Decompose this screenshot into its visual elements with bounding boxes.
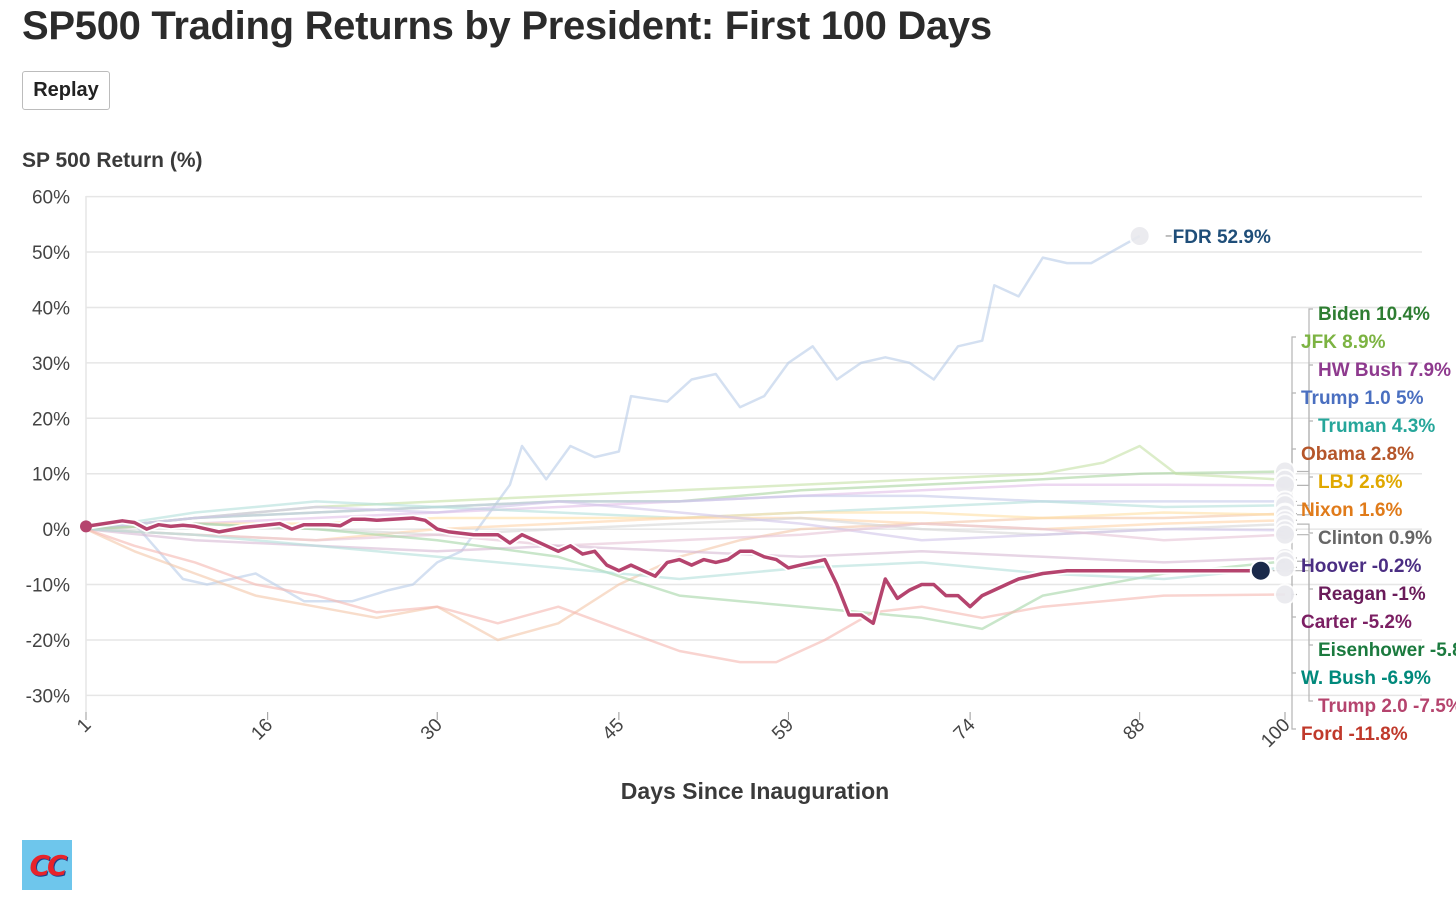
series-line-eisenhower (85, 522, 1286, 631)
end-marker-ford (1274, 583, 1296, 606)
x-tick-label: 59 (768, 715, 798, 745)
line-chart: 60% 50% 40% 30% 20% 10% 0% -10% -20% -30% 1 16 30 45… (26, 188, 1456, 752)
start-marker-trump-2-0 (80, 520, 92, 533)
end-marker-w-bush (1274, 556, 1296, 579)
end-label-ford: Ford -11.8% (1301, 724, 1408, 745)
connector-ford (1291, 593, 1297, 730)
chart-title: SP500 Trading Returns by President: Firs… (22, 4, 992, 48)
grid-lines (85, 195, 1422, 712)
y-tick-labels: 60% 50% 40% 30% 20% 10% 0% -10% -20% -30% (26, 188, 70, 708)
y-tick-label: 40% (32, 298, 70, 319)
connector-w-bush (1291, 566, 1297, 674)
series-line-obama (85, 512, 1286, 642)
y-tick-label: 60% (32, 188, 70, 209)
series-line-trump-2-0 (85, 516, 1261, 626)
y-tick-label: -30% (26, 686, 70, 707)
connector-truman (1297, 420, 1313, 506)
y-tick-label: 20% (32, 409, 70, 430)
end-label-trump-1-0: Trump 1.0 5% (1301, 388, 1424, 409)
y-tick-label: 10% (32, 465, 70, 486)
end-label-carter: Carter -5.2% (1301, 612, 1412, 633)
x-tick-labels: 1 16 30 45 59 74 88 100 (73, 712, 1295, 752)
x-tick-label: 30 (417, 715, 447, 745)
series-line-carter (85, 527, 1286, 564)
y-tick-label: -20% (26, 631, 70, 652)
series-line-reagan (85, 522, 1286, 548)
series-line-ford (85, 527, 1286, 664)
end-label-lbj: LBJ 2.6% (1318, 472, 1403, 493)
series-lines (85, 234, 1286, 664)
end-label-biden: Biden 10.4% (1318, 304, 1430, 325)
y-tick-label: 0% (43, 520, 71, 541)
connector-clinton (1297, 523, 1313, 534)
end-markers (80, 224, 1296, 606)
y-tick-label: 50% (32, 243, 70, 264)
series-line-trump-1-0 (85, 494, 1285, 531)
logo-text: CC (29, 848, 67, 882)
x-tick-label: 45 (599, 715, 629, 745)
x-tick-label: 1 (73, 715, 95, 737)
x-tick-label: 74 (950, 714, 980, 744)
series-line-fdr (85, 234, 1141, 603)
end-label-fdr: FDR 52.9% (1173, 227, 1271, 248)
end-label-eisenhower: Eisenhower -5.8% (1318, 640, 1456, 661)
x-tick-label: 100 (1257, 715, 1294, 752)
end-label-nixon: Nixon 1.6% (1301, 500, 1402, 521)
replay-button[interactable]: Replay (22, 71, 110, 110)
x-axis-title: Days Since Inauguration (620, 778, 890, 804)
y-axis-title: SP 500 Return (%) (22, 149, 203, 172)
y-tick-label: -10% (26, 576, 70, 597)
end-marker-fdr (1128, 224, 1151, 247)
end-label-obama: Obama 2.8% (1301, 444, 1414, 465)
end-label-w-bush: W. Bush -6.9% (1301, 668, 1431, 689)
end-label-clinton: Clinton 0.9% (1318, 528, 1432, 549)
connector-jfk (1291, 336, 1297, 481)
end-label-hw-bush: HW Bush 7.9% (1318, 360, 1451, 381)
y-tick-label: 30% (32, 354, 70, 375)
brand-logo: CC (22, 840, 72, 890)
end-marker-trump-2-0 (1249, 559, 1272, 582)
x-tick-label: 16 (247, 715, 277, 745)
x-tick-label: 88 (1119, 715, 1149, 745)
series-line-w-bush (85, 527, 1286, 581)
end-marker-reagan (1274, 523, 1296, 546)
end-label-reagan: Reagan -1% (1318, 584, 1426, 605)
connector-lbj (1297, 476, 1313, 516)
end-label-truman: Truman 4.3% (1318, 416, 1435, 437)
end-label-jfk: JFK 8.9% (1301, 332, 1386, 353)
end-label-trump-2-0: Trump 2.0 -7.5% (1318, 696, 1456, 717)
connector-hw-bush (1297, 364, 1313, 486)
series-end-labels: FDR 52.9% Biden 10.4% JFK 8.9% HW Bush 7.9%… (1173, 227, 1456, 745)
end-label-hoover: Hoover -0.2% (1301, 556, 1421, 577)
